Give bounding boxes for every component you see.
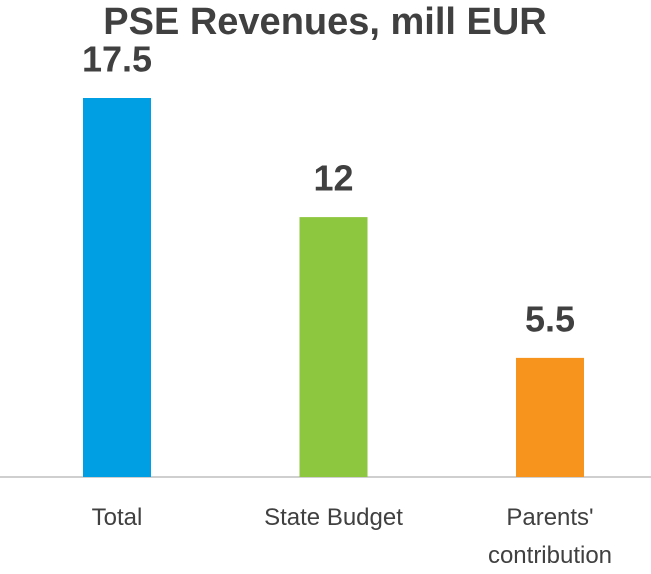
- x-tick-label: Total: [91, 504, 143, 531]
- bar: [299, 217, 368, 477]
- data-label: 5.5: [525, 298, 575, 339]
- data-label: 17.5: [82, 39, 152, 80]
- x-tick-label: State Budget: [264, 504, 403, 531]
- bar: [83, 98, 151, 477]
- chart-title: PSE Revenues, mill EUR: [103, 1, 547, 43]
- data-label: 12: [313, 158, 353, 199]
- bar: [516, 357, 584, 477]
- x-tick-label: Parents' contribution: [487, 504, 613, 569]
